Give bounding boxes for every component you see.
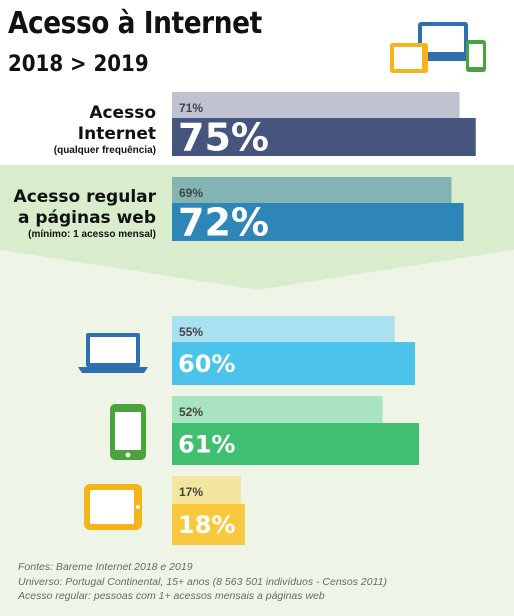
- label-2019-access: 75%: [178, 116, 269, 160]
- label-internet-access: Acesso Internet (qualquer frequência): [54, 103, 156, 157]
- label-2019-computer: 60%: [178, 350, 235, 378]
- label-access-line1: Acesso: [89, 103, 156, 123]
- footer-definition: Acesso regular: pessoas com 1+ acessos m…: [18, 590, 325, 602]
- bar-2019-computer: [172, 342, 415, 385]
- footer-universe: Universo: Portugal Continental, 15+ anos…: [18, 575, 387, 588]
- devices-icon: [390, 22, 486, 73]
- laptop-icon: [78, 333, 148, 373]
- label-access-line2: Internet: [77, 124, 156, 144]
- label-2018-regular: 69%: [179, 186, 203, 200]
- bar-2018-computer: [172, 316, 395, 346]
- bar-2018-access: [172, 92, 460, 122]
- bar-2019-tablet: [172, 504, 245, 545]
- label-regular-note: (mínimo: 1 acesso mensal): [28, 229, 156, 240]
- footer-notes: Fontes: Bareme Internet 2018 e 2019 Univ…: [18, 560, 387, 604]
- label-regular-line1: Acesso regular: [13, 187, 156, 207]
- bar-2019-smartphone: [172, 423, 420, 465]
- label-2018-tablet: 17%: [179, 485, 203, 499]
- label-2019-tablet: 18%: [178, 511, 235, 539]
- smartphone-icon: [110, 404, 146, 460]
- label-2018-access: 71%: [179, 101, 203, 115]
- label-2019-regular: 72%: [178, 201, 269, 245]
- tablet-icon: [84, 484, 142, 530]
- bar-2018-regular: [172, 177, 452, 207]
- page-subtitle: 2018 > 2019: [8, 52, 149, 77]
- bar-2018-smartphone: [172, 396, 383, 426]
- label-regular-line2: a páginas web: [17, 208, 156, 228]
- bar-2019-access: [172, 118, 476, 156]
- page-title: Acesso à Internet: [8, 6, 262, 41]
- label-access-note: (qualquer frequência): [53, 145, 156, 156]
- label-2019-smartphone: 61%: [178, 431, 235, 459]
- label-2018-computer: 55%: [179, 325, 203, 339]
- footer-sources: Fontes: Bareme Internet 2018 e 2019: [18, 561, 193, 573]
- bar-2018-tablet: [172, 476, 241, 506]
- label-regular-access: Acesso regular a páginas web (mínimo: 1 …: [14, 187, 156, 241]
- bar-2019-regular: [172, 203, 464, 241]
- label-2018-smartphone: 52%: [179, 405, 203, 419]
